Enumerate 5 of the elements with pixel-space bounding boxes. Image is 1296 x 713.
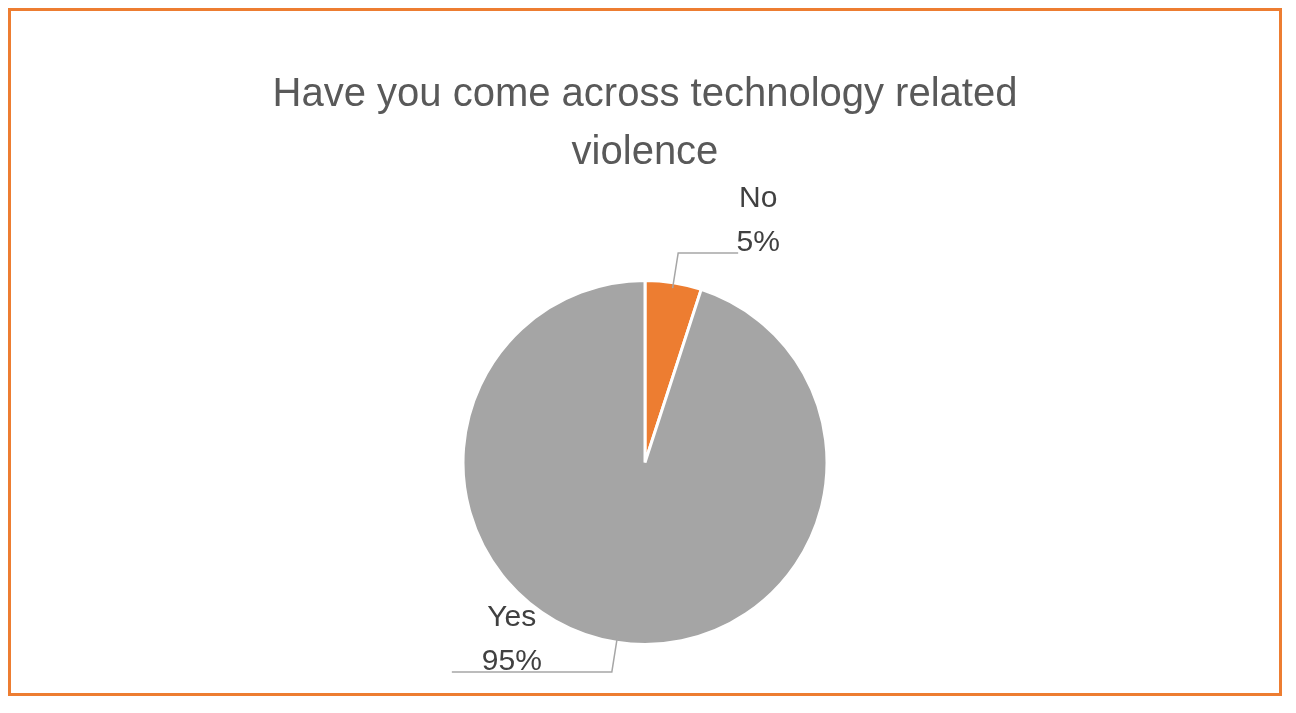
- chart-title: Have you come across technology related violence: [271, 69, 1019, 174]
- data-label: 95%: [481, 642, 542, 676]
- slice-label: Yes: [487, 598, 537, 632]
- slice-label: No: [738, 180, 778, 214]
- data-label: 5%: [736, 224, 780, 258]
